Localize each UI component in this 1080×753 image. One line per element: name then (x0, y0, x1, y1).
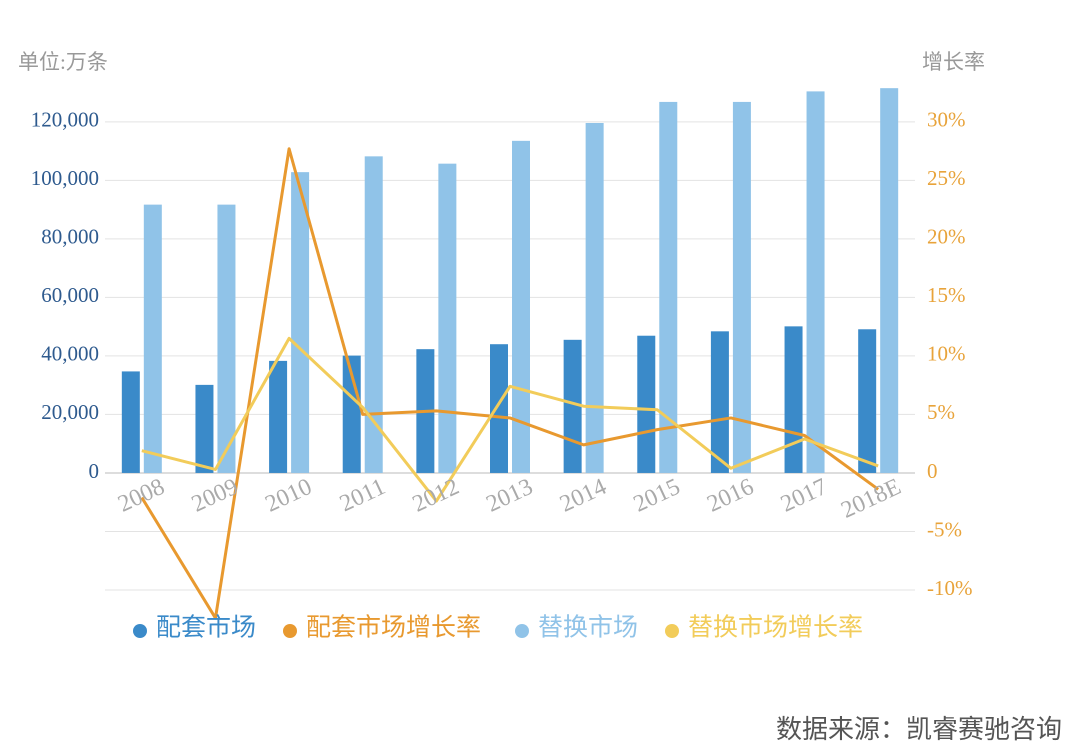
bar (438, 163, 457, 473)
legend-label: 替换市场增长率 (688, 614, 863, 642)
bar (364, 156, 383, 473)
x-tick-label: 2017 (777, 474, 831, 518)
y-tick-label: 60,000 (41, 283, 99, 307)
bar (342, 355, 361, 473)
legend-marker (133, 624, 147, 638)
line (141, 336, 879, 503)
line (140, 147, 880, 620)
x-tick-label: 2009 (188, 474, 242, 518)
bar (784, 326, 803, 473)
y2-tick-label: 10% (927, 342, 966, 366)
x-tick-label: 2011 (336, 474, 390, 517)
y2-tick-label: 20% (927, 225, 966, 249)
x-tick-label: 2018E (837, 474, 905, 524)
y-tick-label: 80,000 (41, 225, 99, 249)
y2-tick-label: 5% (927, 400, 955, 424)
bar (880, 88, 899, 473)
bar (490, 344, 508, 473)
bar (143, 204, 162, 473)
legend-label: 替换市场 (538, 614, 638, 642)
bar (710, 331, 729, 473)
y2-axis-label: 增长率 (922, 50, 985, 74)
bar (637, 335, 656, 473)
y-tick-label: 120,000 (31, 108, 99, 132)
bar (217, 204, 236, 473)
bar (121, 371, 140, 473)
x-tick-label: 2008 (114, 474, 168, 518)
x-tick-label: 2013 (482, 474, 536, 518)
x-tick-label: 2010 (261, 474, 315, 518)
y2-tick-label: 0 (927, 459, 938, 483)
bar (858, 329, 877, 473)
legend-item: 替换市场 (515, 614, 638, 642)
legend-marker (665, 624, 679, 638)
y2-tick-label: 25% (927, 166, 966, 190)
x-tick-label: 2014 (556, 474, 610, 518)
x-tick-label: 2015 (630, 474, 684, 518)
legend-item: 配套市场增长率 (283, 614, 481, 642)
legend-item: 替换市场增长率 (665, 614, 863, 642)
y2-tick-label: -5% (927, 517, 962, 541)
legend-marker (283, 624, 297, 638)
legend-item: 配套市场 (133, 614, 256, 642)
bar (195, 384, 214, 473)
y-tick-label: 20,000 (41, 400, 99, 424)
y2-tick-label: 15% (927, 283, 966, 307)
bar (806, 91, 825, 473)
y-axis-label: 单位:万条 (18, 50, 108, 74)
y-tick-label: 40,000 (41, 342, 99, 366)
x-tick-label: 2012 (409, 474, 463, 518)
source: 数据来源：凯睿赛驰咨询 (776, 715, 1062, 744)
legend-label: 配套市场 (156, 614, 256, 642)
bar (732, 101, 751, 473)
bar (291, 172, 310, 473)
legend-label: 配套市场增长率 (306, 614, 481, 642)
y-tick-label: 100,000 (31, 166, 99, 190)
bar (659, 101, 678, 473)
bar (585, 122, 604, 473)
x-tick-label: 2016 (703, 474, 757, 518)
y2-tick-label: -10% (927, 576, 973, 600)
y2-tick-label: 30% (927, 108, 966, 132)
y-tick-label: 0 (89, 459, 100, 483)
bar (269, 360, 288, 473)
legend-marker (515, 624, 529, 638)
